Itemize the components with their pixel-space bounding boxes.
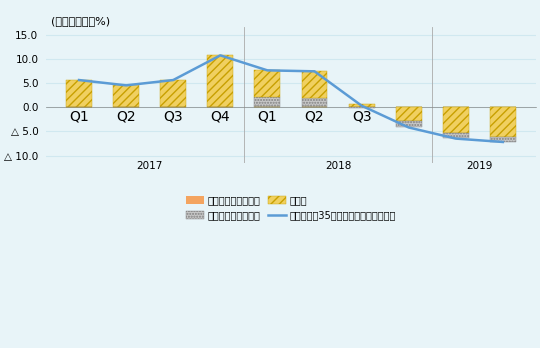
Bar xyxy=(443,107,469,133)
Legend: 米国の中国向け輸出, 中国の米国向け輸出, その他, 世界（主要35カ国・地域）輸出伸び率: 米国の中国向け輸出, 中国の米国向け輸出, その他, 世界（主要35カ国・地域）… xyxy=(186,196,396,220)
Bar xyxy=(443,133,469,138)
Bar xyxy=(66,80,92,107)
Bar xyxy=(301,71,327,98)
Bar xyxy=(207,55,233,107)
Text: (前年同期比、%): (前年同期比、%) xyxy=(51,16,110,26)
Text: 2017: 2017 xyxy=(137,161,163,171)
Bar xyxy=(254,97,280,107)
Bar xyxy=(113,85,139,107)
Bar xyxy=(301,98,327,107)
Bar xyxy=(490,137,516,142)
Bar xyxy=(349,104,375,107)
Text: 2019: 2019 xyxy=(466,161,492,171)
Bar xyxy=(254,70,280,97)
Bar xyxy=(396,121,422,127)
Bar xyxy=(160,80,186,107)
Bar xyxy=(349,107,375,108)
Bar xyxy=(396,107,422,121)
Bar xyxy=(490,107,516,137)
Text: 2018: 2018 xyxy=(325,161,351,171)
